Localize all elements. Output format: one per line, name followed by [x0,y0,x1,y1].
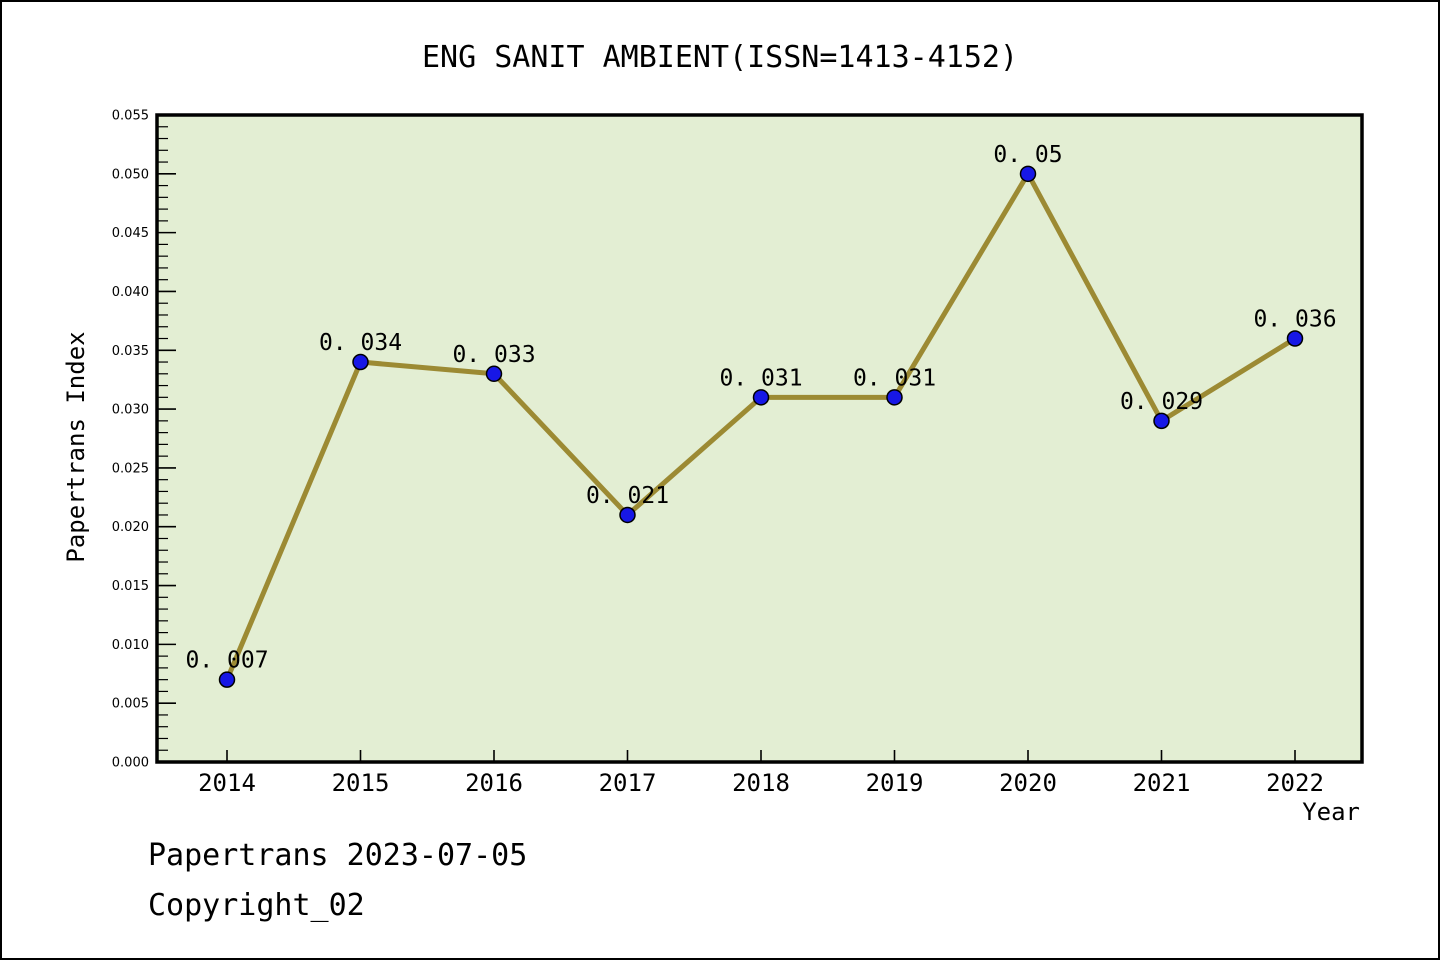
footer-source-date: Papertrans 2023-07-05 [148,838,528,873]
x-tick-label: 2016 [465,769,523,797]
x-tick-label: 2014 [198,769,256,797]
point-label: 0. 036 [1253,307,1336,333]
footer-copyright: Copyright_02 [148,888,365,923]
y-tick-label: 0.040 [112,285,149,300]
x-tick-label: 2019 [866,769,924,797]
point-label: 0. 007 [185,648,268,674]
data-point-2021 [1153,412,1170,430]
x-tick-label: 2022 [1266,769,1324,797]
x-tick-label: 2018 [732,769,790,797]
y-tick-label: 0.010 [112,638,149,653]
y-tick-label: 0.005 [112,697,149,712]
y-tick-label: 0.035 [112,344,149,359]
y-tick-label: 0.055 [112,109,149,124]
data-point-2015 [352,353,369,371]
point-label: 0. 034 [319,330,402,356]
point-label: 0. 031 [853,365,936,391]
data-points [218,165,1304,688]
data-point-2020 [1019,165,1037,183]
x-axis: 2014 2015 2016 2017 2018 2019 2020 2021 2022 [198,750,1324,797]
x-tick-label: 2021 [1133,769,1191,797]
point-label: 0. 05 [993,142,1062,168]
y-tick-label: 0.015 [112,579,149,594]
data-point-2014 [218,671,236,688]
y-tick-label: 0.050 [112,167,149,182]
point-labels: 0. 007 0. 034 0. 033 0. 021 0. 031 0. 031 0. 0… [185,142,1336,674]
y-tick-label: 0.045 [112,226,149,241]
point-label: 0. 033 [452,342,535,368]
point-label: 0. 031 [719,365,802,391]
data-point-2022 [1286,330,1304,347]
y-tick-label: 0.025 [112,461,149,476]
plot-area [155,113,1364,764]
y-tick-label: 0.020 [112,520,149,535]
point-label: 0. 029 [1120,389,1203,415]
y-tick-label: 0.030 [112,403,149,418]
data-point-2019 [886,389,903,406]
data-point-2018 [752,389,770,406]
y-tick-label: 0.000 [112,756,149,771]
x-tick-label: 2017 [599,769,657,797]
y-axis: 0.000 0.005 0.010 0.015 0.020 0.025 0.030 0.035… [112,109,176,771]
point-label: 0. 021 [586,483,669,509]
x-tick-label: 2015 [332,769,390,797]
chart-title: ENG SANIT AMBIENT(ISSN=1413-4152) [421,40,1019,75]
data-point-2016 [485,365,503,383]
x-tick-label: 2020 [999,769,1057,797]
x-axis-label: Year [1302,798,1360,826]
data-point-2017 [619,506,636,524]
